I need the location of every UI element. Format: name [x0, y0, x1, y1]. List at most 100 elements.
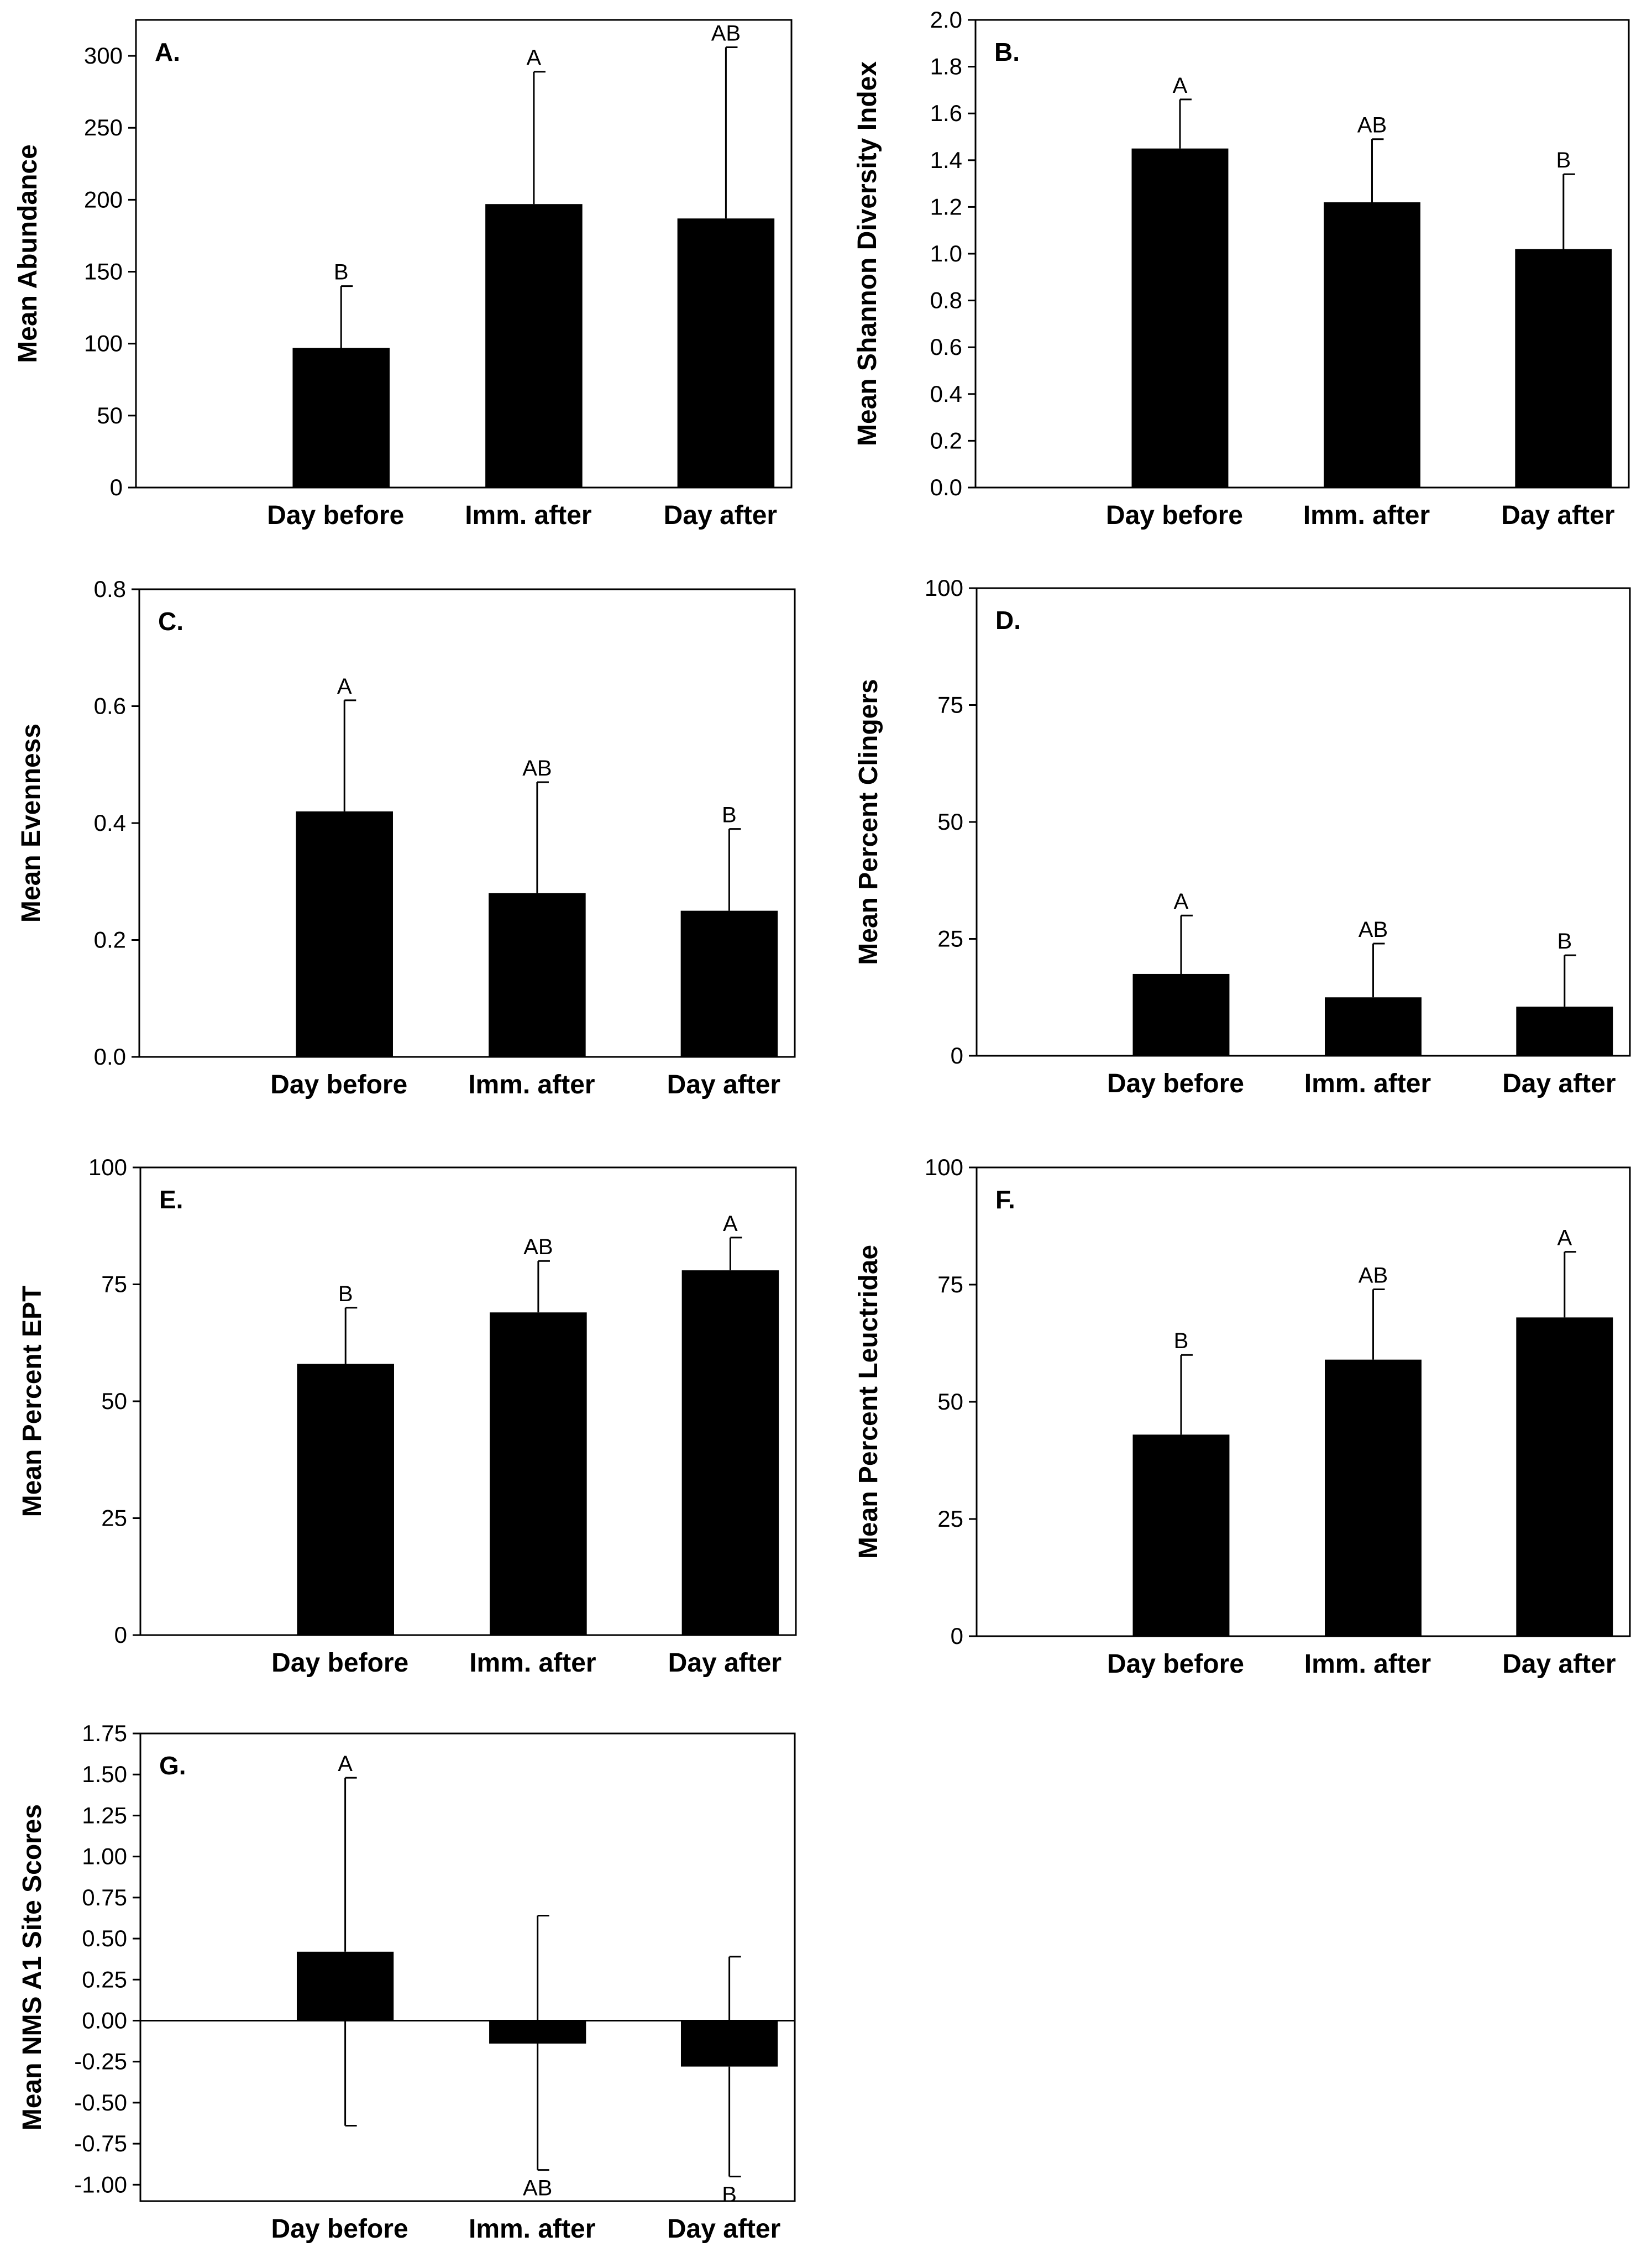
- category-label: Imm. after: [1304, 1649, 1431, 1679]
- significance-letter: AB: [1359, 1263, 1388, 1287]
- bar: [489, 2020, 586, 2044]
- significance-letter: A: [337, 674, 352, 699]
- y-tick-label: 0: [110, 474, 123, 500]
- bar: [292, 348, 390, 488]
- y-tick-label: 75: [937, 1271, 963, 1297]
- y-tick-label: 0.6: [930, 334, 962, 360]
- bar: [1515, 249, 1612, 488]
- y-tick-label: -1.00: [74, 2171, 127, 2197]
- significance-letter: AB: [1357, 113, 1387, 138]
- y-tick-label: 50: [937, 809, 963, 835]
- significance-letter: B: [1174, 1329, 1189, 1353]
- significance-letter: B: [338, 1282, 353, 1306]
- significance-letter: A: [1557, 1226, 1572, 1250]
- y-tick-label: -0.25: [74, 2049, 127, 2075]
- category-label: Day after: [1501, 501, 1614, 530]
- bar: [677, 218, 775, 488]
- significance-letter: A: [1173, 74, 1188, 98]
- y-tick-label: -0.75: [74, 2130, 127, 2156]
- panel-g: -1.00 -0.75 -0.50 -0.25 0.00 0.25 0.50 0.75 1.00…: [18, 1720, 796, 2244]
- bar: [1325, 1359, 1422, 1636]
- y-axis-title: Mean Percent Clingers: [854, 679, 883, 965]
- significance-letter: AB: [711, 21, 741, 45]
- y-tick-label: 0.4: [930, 381, 962, 407]
- category-label: Day before: [1106, 501, 1243, 530]
- significance-letter: B: [722, 2182, 737, 2207]
- y-tick-label: 25: [937, 926, 963, 952]
- y-tick-label: 50: [101, 1388, 127, 1414]
- y-tick-label: 0.0: [930, 474, 962, 500]
- panel-label: C.: [158, 607, 183, 636]
- significance-letter: A: [527, 46, 542, 70]
- category-label: Day after: [667, 1070, 780, 1099]
- panel-c: 0.0 0.2 0.4 0.6 0.8 A Day before AB Imm. after B D…: [17, 576, 796, 1099]
- y-tick-label: 50: [97, 402, 123, 428]
- y-tick-label: 100: [925, 1154, 963, 1180]
- bar: [681, 1270, 779, 1635]
- y-tick-label: 150: [84, 259, 123, 285]
- y-tick-label: 1.6: [930, 100, 962, 126]
- category-label: Imm. after: [469, 2214, 595, 2244]
- bar: [1516, 1317, 1613, 1636]
- significance-letter: A: [1174, 889, 1189, 914]
- category-label: Imm. after: [1303, 501, 1430, 530]
- y-tick-label: 0.4: [94, 810, 126, 836]
- y-tick-label: 200: [84, 186, 123, 212]
- category-label: Day after: [667, 2214, 780, 2244]
- y-tick-label: 1.00: [82, 1843, 127, 1869]
- y-tick-label: 0.2: [930, 427, 962, 453]
- bar: [1131, 148, 1229, 488]
- bar: [1132, 1434, 1230, 1636]
- y-tick-label: 0.6: [94, 693, 126, 719]
- y-tick-label: 100: [88, 1154, 127, 1180]
- category-label: Day before: [271, 1648, 408, 1678]
- y-axis-title: Mean Evenness: [17, 724, 46, 923]
- y-tick-label: 1.8: [930, 54, 962, 80]
- bar: [1325, 997, 1422, 1056]
- plot-frame: [135, 19, 793, 489]
- bar: [296, 1951, 394, 2021]
- category-label: Day before: [271, 2214, 408, 2244]
- y-tick-label: 0.8: [930, 287, 962, 313]
- panel-label: A.: [155, 38, 180, 66]
- panel-b: 0.0 0.2 0.4 0.6 0.8 1.0 1.2 1.4 1.6 1.8 2.0 A Day be…: [853, 7, 1630, 530]
- significance-letter: A: [338, 1752, 353, 1776]
- category-label: Day before: [270, 1070, 407, 1099]
- y-tick-label: 75: [937, 692, 963, 718]
- category-label: Imm. after: [468, 1070, 595, 1099]
- y-tick-label: 0: [951, 1043, 963, 1068]
- plot-frame: [976, 587, 1631, 1057]
- category-label: Day after: [1502, 1649, 1616, 1679]
- y-axis-title: Mean NMS A1 Site Scores: [18, 1804, 47, 2130]
- bar: [296, 811, 393, 1057]
- panel-label: D.: [995, 606, 1021, 635]
- y-tick-label: 0.25: [82, 1966, 127, 1992]
- category-label: Imm. after: [469, 1648, 596, 1678]
- significance-letter: AB: [522, 756, 552, 781]
- panel-a: 0 50 100 150 200 250 300 B Day before A Imm. after…: [13, 19, 793, 530]
- y-tick-label: 1.75: [82, 1720, 127, 1746]
- panel-label: G.: [159, 1751, 186, 1780]
- category-label: Imm. after: [1304, 1069, 1431, 1098]
- category-label: Day after: [668, 1648, 782, 1678]
- panel-f: 0 25 50 75 100 B Day before AB Imm. after A Day af…: [854, 1154, 1631, 1679]
- category-label: Day after: [664, 501, 777, 530]
- y-tick-label: 0.75: [82, 1884, 127, 1910]
- y-tick-label: 100: [84, 331, 123, 357]
- y-tick-label: 2.0: [930, 7, 962, 33]
- significance-letter: B: [1556, 148, 1571, 172]
- significance-letter: B: [334, 260, 349, 285]
- y-tick-label: 0.8: [94, 576, 126, 602]
- y-tick-label: 75: [101, 1271, 127, 1297]
- category-label: Day after: [1502, 1069, 1616, 1098]
- y-tick-label: 1.2: [930, 193, 962, 219]
- category-label: Imm. after: [465, 501, 591, 530]
- significance-letter: B: [722, 803, 737, 827]
- bar: [1324, 202, 1420, 488]
- y-tick-label: 300: [84, 43, 123, 69]
- category-label: Day before: [1107, 1649, 1244, 1679]
- y-tick-label: 0.50: [82, 1925, 127, 1951]
- category-label: Day before: [1107, 1069, 1244, 1098]
- y-tick-label: 0.0: [94, 1044, 126, 1070]
